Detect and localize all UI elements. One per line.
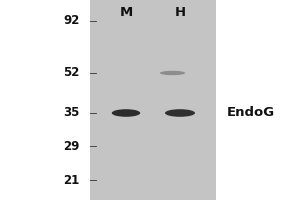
Text: 21: 21 bbox=[63, 173, 80, 186]
Text: H: H bbox=[174, 6, 186, 20]
Text: 52: 52 bbox=[63, 66, 80, 79]
Text: M: M bbox=[119, 6, 133, 20]
Ellipse shape bbox=[160, 71, 185, 75]
Text: EndoG: EndoG bbox=[226, 106, 274, 119]
FancyBboxPatch shape bbox=[90, 0, 216, 200]
Text: 29: 29 bbox=[63, 140, 80, 152]
Text: 35: 35 bbox=[63, 106, 80, 119]
Text: 92: 92 bbox=[63, 15, 80, 27]
Ellipse shape bbox=[112, 109, 140, 117]
FancyBboxPatch shape bbox=[90, 0, 216, 200]
Ellipse shape bbox=[165, 109, 195, 117]
